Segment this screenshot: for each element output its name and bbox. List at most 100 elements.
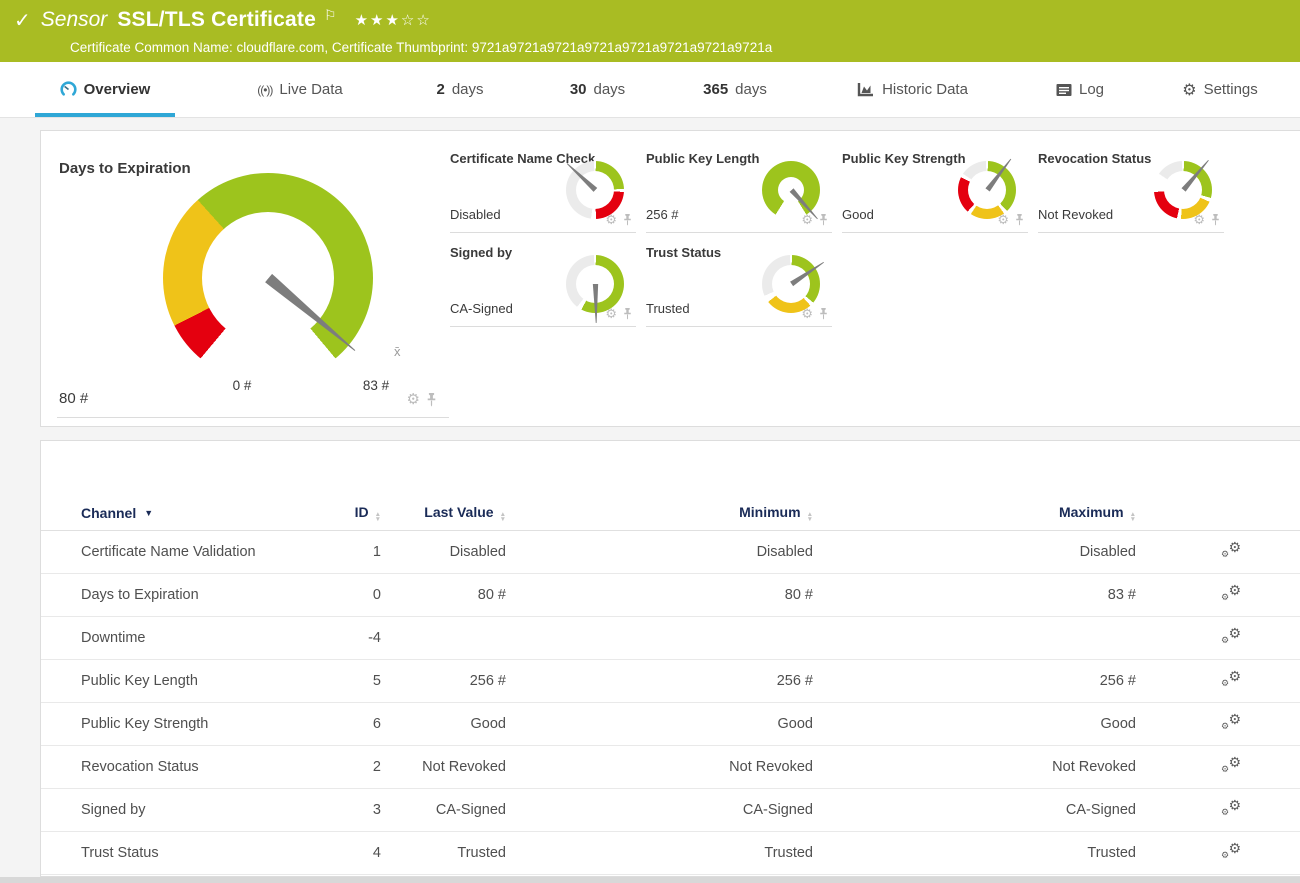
tab-overview[interactable]: Overview <box>0 62 210 117</box>
tab-label: days <box>593 81 626 98</box>
edit-channel-gears-icon[interactable]: ⚙ ⚙ <box>1221 840 1241 860</box>
sort-direction-icon: ▼ <box>144 507 154 518</box>
sort-arrows-icon: ▲ ▼ <box>374 510 381 523</box>
table-row[interactable]: Certificate Name Validation 1 Disabled Disa… <box>41 531 1300 574</box>
table-row[interactable]: Public Key Length 5 256 # 256 # 256 # ⚙ ⚙ <box>41 660 1300 703</box>
cell-channel: Certificate Name Validation <box>81 544 256 560</box>
cell-min: Trusted <box>764 845 813 861</box>
cell-min: Not Revoked <box>729 759 813 775</box>
gear-icon[interactable]: ⚙ <box>801 212 813 227</box>
cell-channel: Trust Status <box>81 845 159 861</box>
edit-channel-gears-icon[interactable]: ⚙ ⚙ <box>1221 539 1241 559</box>
cell-max: 83 # <box>1107 587 1136 603</box>
tab-live-data[interactable]: ((•)) Live Data <box>210 62 390 117</box>
gear-icon[interactable]: ⚙ <box>997 212 1009 227</box>
priority-stars[interactable]: ★★★☆☆ <box>354 12 432 29</box>
small-gauge <box>1154 161 1212 219</box>
tab-number: 365 <box>703 81 729 98</box>
edit-channel-gears-icon[interactable]: ⚙ ⚙ <box>1221 711 1241 731</box>
gear-icon[interactable]: ⚙ <box>801 306 813 321</box>
tab-settings[interactable]: ⚙ Settings <box>1140 62 1300 117</box>
edit-channel-gears-icon[interactable]: ⚙ ⚙ <box>1221 582 1241 602</box>
gear-icon[interactable]: ⚙ <box>406 391 420 408</box>
column-header-min[interactable]: Minimum ▲ ▼ <box>506 504 813 523</box>
column-header-id[interactable]: ID ▲ ▼ <box>321 503 381 523</box>
table-row[interactable]: Downtime -4 ⚙ ⚙ <box>41 617 1300 660</box>
gauge-average-marker: x̄ <box>394 344 401 359</box>
table-row[interactable]: Revocation Status 2 Not Revoked Not Revoked… <box>41 746 1300 789</box>
gauge-current-value: 80 # <box>59 390 89 407</box>
gauge-title: Trust Status <box>646 245 722 260</box>
cell-channel: Downtime <box>81 630 146 646</box>
cell-max: Disabled <box>1079 544 1136 560</box>
column-header-label: Maximum <box>1058 503 1124 520</box>
column-header-last[interactable]: Last Value ▲ ▼ <box>381 504 506 523</box>
tab-log[interactable]: Log <box>1020 62 1140 117</box>
tab-historic-data[interactable]: Historic Data <box>805 62 1020 117</box>
table-row[interactable]: Trust Status 4 Trusted Trusted Trusted ⚙ ⚙ <box>41 832 1300 875</box>
table-row[interactable]: Public Key Strength 6 Good Good Good ⚙ ⚙ <box>41 703 1300 746</box>
cell-last: CA-Signed <box>435 802 506 818</box>
panel-divider <box>450 232 636 233</box>
gear-icon: ⚙ <box>1182 81 1197 99</box>
gauge-panel-public-key-length: Public Key Length 256 # ⚙ <box>646 145 842 239</box>
edit-channel-gears-icon[interactable]: ⚙ ⚙ <box>1221 668 1241 688</box>
table-row[interactable]: Signed by 3 CA-Signed CA-Signed CA-Signed ⚙ ⚙ <box>41 789 1300 832</box>
gauge-panel-public-key-strength: Public Key Strength Good ⚙ <box>842 145 1038 239</box>
log-list-icon <box>1056 83 1072 96</box>
flag-icon[interactable]: ⚐ <box>324 6 337 23</box>
pin-icon[interactable] <box>623 213 632 226</box>
panel-divider <box>450 326 636 327</box>
broadcast-icon: ((•)) <box>257 82 273 97</box>
tab-label: Settings <box>1203 81 1258 98</box>
table-header-row: Channel ▼ ID ▲ ▼ Last Value ▲ ▼ Minimum ▲ ▼ Maximum… <box>41 495 1300 531</box>
panel-divider <box>842 232 1028 233</box>
sensor-subtitle: Certificate Common Name: cloudflare.com,… <box>70 40 773 55</box>
column-header-label: ID <box>354 503 369 520</box>
column-header-max[interactable]: Maximum ▲ ▼ <box>813 503 1136 523</box>
cell-min: 80 # <box>784 587 813 603</box>
pin-icon[interactable] <box>1211 213 1220 226</box>
panel-divider <box>646 232 832 233</box>
edit-channel-gears-icon[interactable]: ⚙ ⚙ <box>1221 797 1241 817</box>
panel-divider <box>57 417 449 418</box>
sort-arrows-icon: ▲ ▼ <box>499 510 506 523</box>
table-row[interactable]: Days to Expiration 0 80 # 80 # 83 # ⚙ ⚙ <box>41 574 1300 617</box>
bottom-scroll-strip[interactable] <box>0 877 1300 883</box>
tab-2-days[interactable]: 2 days <box>390 62 530 117</box>
pin-icon[interactable] <box>623 307 632 320</box>
gear-icon[interactable]: ⚙ <box>605 212 617 227</box>
tab-30-days[interactable]: 30 days <box>530 62 665 117</box>
tab-label: days <box>735 81 767 98</box>
small-gauge <box>762 255 820 313</box>
gauge-value: Not Revoked <box>1038 207 1114 222</box>
edit-channel-gears-icon[interactable]: ⚙ ⚙ <box>1221 625 1241 645</box>
small-gauge <box>958 161 1016 219</box>
gear-icon[interactable]: ⚙ <box>1193 212 1205 227</box>
pin-icon[interactable] <box>819 213 828 226</box>
gauge-ring <box>762 161 820 219</box>
pin-icon[interactable] <box>1015 213 1024 226</box>
small-gauge <box>566 255 624 313</box>
tab-label: days <box>451 81 484 98</box>
gauge-panel-signed-by: Signed by CA-Signed ⚙ <box>450 239 646 333</box>
panel-divider <box>646 326 832 327</box>
gauge-icon <box>60 81 77 96</box>
pin-icon[interactable] <box>819 307 828 320</box>
gauge-panel-certificate-name-check: Certificate Name Check Disabled ⚙ <box>450 145 646 239</box>
gauge-value: CA-Signed <box>450 301 513 316</box>
panel-divider <box>1038 232 1224 233</box>
gauge-hole <box>202 212 334 344</box>
gear-icon[interactable]: ⚙ <box>605 306 617 321</box>
column-header-channel[interactable]: Channel ▼ <box>41 505 321 521</box>
cell-id: 0 <box>372 587 381 603</box>
cell-id: 2 <box>372 759 381 775</box>
gauge-panel-trust-status: Trust Status Trusted ⚙ <box>646 239 842 333</box>
edit-channel-gears-icon[interactable]: ⚙ ⚙ <box>1221 754 1241 774</box>
cell-last: Trusted <box>457 845 506 861</box>
tab-365-days[interactable]: 365 days <box>665 62 805 117</box>
gauges-card: Days to Expiration x̄ 0 # 83 # 80 # ⚙ Ce… <box>40 130 1300 427</box>
cell-last: Disabled <box>449 544 506 560</box>
cell-max: CA-Signed <box>1065 802 1136 818</box>
pin-icon[interactable] <box>426 392 437 407</box>
